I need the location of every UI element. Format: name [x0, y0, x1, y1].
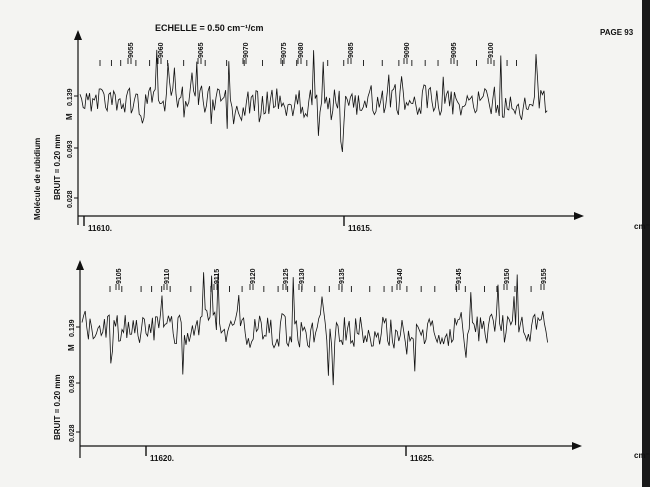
scan-edge: [642, 0, 650, 487]
line-labels-2: 9105 9110 9115 9120 9125 9130 9135 9140 9145 9150…: [115, 268, 548, 290]
line-markers-2: [109, 286, 532, 292]
line-label: 9100: [488, 42, 495, 58]
x-axis-arrow-1: [574, 212, 584, 220]
x-axis-arrow-2: [572, 442, 582, 450]
line-label: 9150: [504, 268, 511, 284]
line-label: 9055: [128, 42, 135, 58]
y-tick-label: 0.139: [69, 319, 76, 337]
y-ticks-1: 0.139 0.093 0.028 M: [65, 88, 78, 208]
line-markers-1: [99, 60, 517, 66]
y-tick-label: 0.093: [67, 140, 74, 158]
line-label: 9155: [541, 268, 548, 284]
line-label: 9140: [397, 268, 404, 284]
x-ticks-1: 11610. 11615.: [83, 216, 372, 233]
line-label: 9080: [298, 42, 305, 58]
line-label: 9105: [116, 268, 123, 284]
line-label: 9145: [456, 268, 463, 284]
line-label: 9065: [198, 42, 205, 58]
x-tick-label: 11615.: [348, 224, 372, 233]
y-tick-label: 0.093: [69, 375, 76, 393]
line-label: 9070: [243, 42, 250, 58]
y-tick-label: 0.028: [69, 424, 76, 442]
line-label: 9130: [299, 268, 306, 284]
y-ticks-2: 0.139 0.093 0.028 M: [67, 319, 80, 442]
spectrum-trace-1: [79, 49, 548, 153]
x-ticks-2: 11620. 11625.: [145, 446, 434, 463]
scale-label: ECHELLE = 0.50 cm⁻¹/cm: [155, 23, 264, 33]
noise-label-top: BRUIT = 0.20 mm: [53, 134, 62, 200]
y-axis-arrow-2: [76, 260, 84, 270]
line-label: 9060: [158, 42, 165, 58]
line-label: 9115: [214, 269, 221, 284]
line-label: 9125: [283, 268, 290, 284]
line-label: 9085: [348, 42, 355, 58]
y-marker-label: M: [65, 113, 74, 120]
line-label: 9120: [250, 268, 257, 284]
line-labels-1: 9055 9060 9065 9070 9075 9080 9085 9090 9095 9100: [127, 42, 495, 64]
molecule-label: Molécule de rubidium: [33, 138, 42, 220]
x-tick-label: 11610.: [88, 224, 112, 233]
line-label: 9095: [451, 42, 458, 58]
y-marker-label: M: [67, 344, 76, 351]
x-tick-label: 11625.: [410, 454, 434, 463]
x-unit-label-2: cm⁻¹: [634, 451, 650, 460]
line-label: 9075: [281, 42, 288, 58]
line-label: 9090: [404, 42, 411, 58]
x-tick-label: 11620.: [150, 454, 174, 463]
x-unit-label-1: cm⁻¹: [634, 222, 650, 231]
line-label: 9135: [339, 268, 346, 284]
y-tick-label: 0.028: [67, 190, 74, 208]
noise-label-bottom: BRUIT = 0.20 mm: [53, 374, 62, 440]
page-number: PAGE 93: [600, 28, 634, 37]
spectrum-trace-2: [81, 272, 548, 386]
y-axis-arrow-1: [74, 30, 82, 40]
y-tick-label: 0.139: [67, 88, 74, 106]
line-label: 9110: [164, 269, 171, 284]
